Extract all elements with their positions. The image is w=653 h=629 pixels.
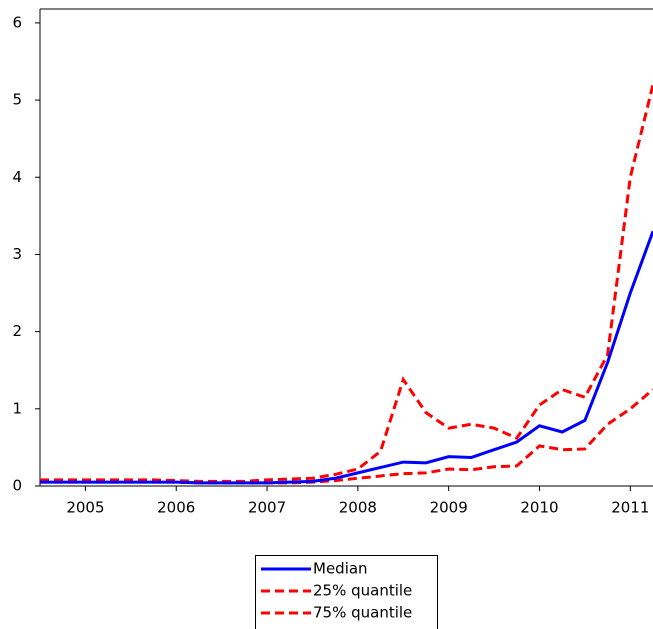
- y-tick-label: 0: [12, 477, 22, 495]
- x-tick-label: 2010: [520, 499, 558, 517]
- x-tick-label: 2011: [611, 499, 649, 517]
- x-tick-label: 2008: [339, 499, 377, 517]
- legend-label: 75% quantile: [313, 604, 412, 622]
- y-tick-label: 6: [12, 13, 22, 31]
- x-tick-label: 2005: [66, 499, 104, 517]
- x-tick-label: 2009: [430, 499, 468, 517]
- y-tick-label: 3: [12, 245, 22, 263]
- series-line: [40, 84, 653, 483]
- y-tick-label: 5: [12, 91, 22, 109]
- legend-box: [255, 555, 438, 629]
- legend-label: 25% quantile: [313, 582, 412, 600]
- series-line: [40, 230, 653, 485]
- y-tick-label: 4: [12, 168, 22, 186]
- legend-label: Median: [313, 560, 368, 578]
- y-tick-label: 2: [12, 322, 22, 340]
- x-tick-label: 2007: [248, 499, 286, 517]
- y-tick-label: 1: [12, 399, 22, 417]
- series-line: [40, 388, 653, 485]
- legend: Median 25% quantile 75% quantile: [255, 555, 438, 629]
- x-tick-label: 2006: [157, 499, 195, 517]
